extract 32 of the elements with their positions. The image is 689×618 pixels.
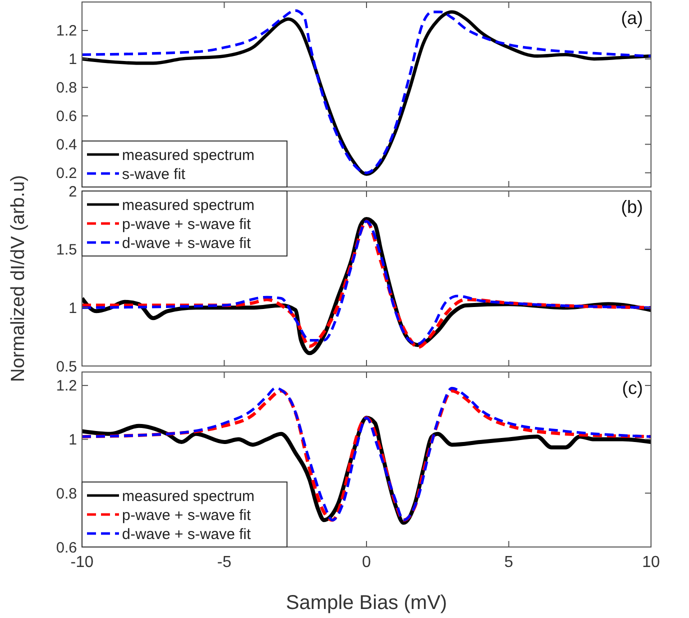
y-tick-label: 0.6 [56, 108, 77, 126]
y-tick-label: 0.8 [56, 485, 77, 502]
annotation: (c) [622, 378, 643, 398]
legend-label: p-wave + s-wave fit [122, 216, 252, 233]
legend-label: measured spectrum [122, 488, 255, 505]
y-tick-label: 2 [68, 183, 77, 200]
y-tick-label: 1 [68, 51, 77, 68]
x-tick-label: 10 [642, 554, 660, 571]
x-tick-label: -5 [217, 554, 232, 571]
y-tick-label: 1.5 [56, 242, 77, 259]
x-tick-label: -10 [70, 554, 94, 571]
legend-label: measured spectrum [122, 196, 255, 214]
x-tick-label: 0 [362, 554, 372, 571]
legend-label: d-wave + s-wave fit [122, 234, 252, 252]
annotation: (a) [621, 8, 643, 28]
x-tick-label: 5 [504, 554, 514, 571]
x-axis-title: Sample Bias (mV) [286, 592, 448, 614]
legend-label: d-wave + s-wave fit [122, 526, 252, 543]
y-tick-label: 1.2 [56, 378, 77, 395]
y-tick-label: 0.5 [56, 358, 77, 376]
y-tick-label: 0.8 [56, 80, 77, 97]
y-tick-label: 0.6 [56, 539, 77, 556]
legend-label: p-wave + s-wave fit [122, 506, 252, 524]
y-tick-label: 1 [68, 432, 77, 449]
legend-label: s-wave fit [122, 166, 186, 183]
y-tick-label: 1 [68, 300, 77, 317]
legend-label: measured spectrum [122, 146, 255, 164]
y-tick-label: 0.4 [56, 136, 77, 154]
y-tick-label: 0.2 [56, 165, 77, 182]
y-tick-label: 1.2 [56, 22, 77, 40]
y-axis-title: Normalized dI/dV (arb.u) [8, 175, 29, 382]
annotation: (b) [621, 197, 643, 217]
